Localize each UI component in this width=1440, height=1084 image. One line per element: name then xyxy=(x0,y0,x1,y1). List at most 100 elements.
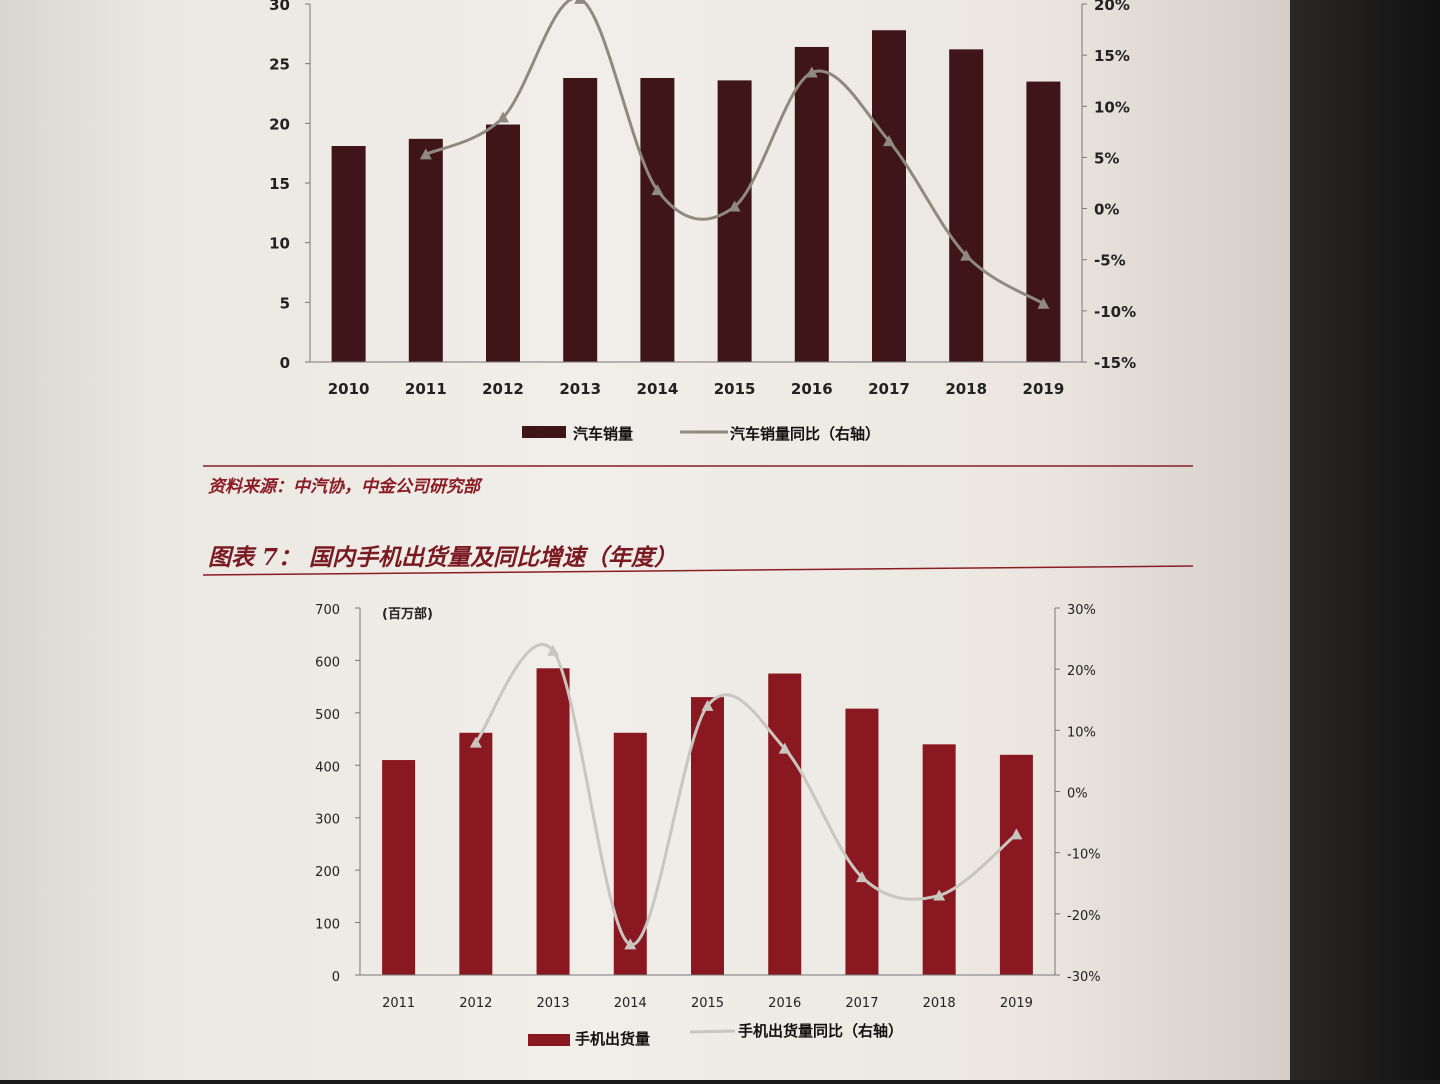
figure-title: 图表 7： 国内手机出货量及同比增速（年度） xyxy=(208,544,677,571)
car-sales-category-label: 2018 xyxy=(945,380,987,398)
car-sales-bar xyxy=(794,46,829,363)
car-sales-left-tick-label: 5 xyxy=(280,294,290,312)
car-sales-category-label: 2015 xyxy=(714,380,756,398)
document-page: 0 5 10 15 20 25 30 -15% -10% -5% 0% 5% 10% 15% 20% 2010… xyxy=(0,0,1290,1080)
title-rule xyxy=(202,565,1194,576)
car-sales-left-tick-label: 15 xyxy=(269,175,290,193)
phone-shipments-yoy-marker xyxy=(1010,828,1023,840)
phone-shipments-yoy-marker xyxy=(933,889,946,901)
car-sales-category-label: 2016 xyxy=(791,380,833,398)
phone-shipments-yoy-marker xyxy=(701,699,714,711)
phone-shipments-yoy-marker xyxy=(624,938,637,950)
phone-shipments-left-tick-label: 400 xyxy=(315,760,340,775)
phone-shipments-yoy-marker xyxy=(547,644,560,656)
car-sales-bar xyxy=(563,77,598,362)
car-sales-category-label: 2012 xyxy=(482,380,524,398)
car-sales-right-tick-label: 10% xyxy=(1094,98,1130,116)
car-sales-left-tick-label: 0 xyxy=(280,354,290,372)
car-sales-yoy-marker xyxy=(805,66,818,78)
car-sales-category-label: 2019 xyxy=(1023,380,1065,398)
phone-shipments-bar xyxy=(536,668,570,975)
car-sales-bars xyxy=(331,30,1061,363)
car-sales-legend: 汽车销量 汽车销量同比（右轴） xyxy=(522,425,880,443)
phone-shipments-left-tick-label: 0 xyxy=(332,970,340,985)
phone-shipments-right-tick-label: 10% xyxy=(1067,725,1096,740)
legend-line-label: 汽车销量同比（右轴） xyxy=(730,425,880,443)
phone-shipments-left-tick-label: 100 xyxy=(315,918,340,933)
car-sales-bar xyxy=(331,146,366,362)
phone-shipments-bars xyxy=(382,668,1033,975)
phone-shipments-category-label: 2011 xyxy=(382,996,415,1011)
car-sales-category-label: 2017 xyxy=(868,380,910,398)
car-sales-right-tick-label: 15% xyxy=(1094,47,1130,65)
phone-shipments-yoy-marker xyxy=(778,742,791,754)
car-sales-yoy-marker xyxy=(574,0,587,4)
phone-shipments-category-label: 2013 xyxy=(537,996,570,1011)
legend-bar-swatch xyxy=(528,1034,570,1046)
car-sales-yoy-marker xyxy=(960,249,973,261)
phone-shipments-left-tick-label: 300 xyxy=(315,813,340,828)
phone-shipments-yoy-marker xyxy=(469,736,482,748)
car-sales-left-tick-label: 10 xyxy=(269,235,290,253)
car-sales-yoy-marker xyxy=(1037,297,1050,309)
phone-shipments-category-label: 2012 xyxy=(459,996,492,1011)
car-sales-left-tick-label: 25 xyxy=(269,56,290,74)
car-sales-yoy-marker xyxy=(728,200,741,212)
legend-bar-label: 手机出货量 xyxy=(575,1030,650,1048)
phone-shipments-category-label: 2014 xyxy=(614,996,647,1011)
car-sales-bar xyxy=(949,49,984,362)
phone-shipments-right-tick-label: -30% xyxy=(1067,970,1101,985)
phone-shipments-right-tick-label: 30% xyxy=(1067,603,1096,618)
phone-shipments-category-label: 2015 xyxy=(691,996,724,1011)
car-sales-right-tick-label: 0% xyxy=(1094,201,1119,219)
phone-shipments-right-tick-label: -10% xyxy=(1067,848,1101,863)
car-sales-bar xyxy=(872,30,906,363)
car-sales-bar xyxy=(408,138,443,362)
phone-shipments-category-label: 2017 xyxy=(845,996,878,1011)
phone-shipments-axes xyxy=(355,607,1060,976)
legend-bar-label: 汽车销量 xyxy=(573,425,633,443)
phone-shipments-bar xyxy=(691,697,724,975)
car-sales-right-tick-label: -10% xyxy=(1094,303,1136,321)
screen-bezel xyxy=(1290,0,1440,1080)
phone-shipments-left-tick-label: 700 xyxy=(315,603,340,618)
unit-label: (百万部) xyxy=(382,606,433,622)
car-sales-tick-labels: 0 5 10 15 20 25 30 -15% -10% -5% 0% 5% 10% 15% 20% 2010… xyxy=(269,0,1136,398)
phone-shipments-bar xyxy=(382,760,416,975)
phone-shipments-left-tick-label: 600 xyxy=(315,655,340,670)
car-sales-category-label: 2013 xyxy=(559,380,601,398)
car-sales-yoy-line xyxy=(419,0,1050,309)
car-sales-bar xyxy=(640,77,675,362)
car-sales-chart: 0 5 10 15 20 25 30 -15% -10% -5% 0% 5% 10% 15% 20% 2010… xyxy=(269,0,1136,443)
car-sales-right-tick-label: 5% xyxy=(1094,149,1119,167)
phone-shipments-left-tick-label: 500 xyxy=(315,708,340,723)
car-sales-right-tick-label: 20% xyxy=(1094,0,1130,14)
phone-shipments-category-label: 2019 xyxy=(1000,996,1033,1011)
car-sales-yoy-marker xyxy=(883,135,895,147)
phone-shipments-legend: 手机出货量 手机出货量同比（右轴） xyxy=(528,1022,903,1048)
phone-shipments-yoy-marker xyxy=(855,871,868,883)
car-sales-yoy-marker xyxy=(497,111,509,123)
phone-shipments-yoy-line xyxy=(469,643,1023,950)
car-sales-bar xyxy=(486,124,520,362)
phone-shipments-bar xyxy=(845,708,879,975)
legend-bar-swatch xyxy=(522,426,566,438)
legend-line-label: 手机出货量同比（右轴） xyxy=(738,1022,903,1040)
car-sales-yoy-marker xyxy=(651,184,664,196)
car-sales-category-label: 2014 xyxy=(637,380,679,398)
phone-shipments-bar xyxy=(459,732,493,975)
phone-shipments-category-label: 2018 xyxy=(923,996,956,1011)
phone-shipments-left-tick-label: 200 xyxy=(315,865,340,880)
phone-shipments-right-tick-label: 0% xyxy=(1067,787,1088,802)
source-note: 资料来源：中汽协，中金公司研究部 xyxy=(208,477,483,497)
car-sales-category-label: 2010 xyxy=(328,380,370,398)
phone-shipments-right-tick-label: 20% xyxy=(1067,664,1096,679)
car-sales-category-label: 2011 xyxy=(405,380,447,398)
car-sales-axes xyxy=(305,3,1087,363)
car-sales-right-tick-label: -15% xyxy=(1094,354,1136,372)
chart-canvas: 0 5 10 15 20 25 30 -15% -10% -5% 0% 5% 10% 15% 20% 2010… xyxy=(202,0,1194,1048)
car-sales-left-tick-label: 20 xyxy=(269,115,290,133)
legend-line-swatch xyxy=(689,1029,736,1034)
phone-shipments-bar xyxy=(922,744,956,975)
car-sales-right-tick-label: -5% xyxy=(1094,252,1126,270)
